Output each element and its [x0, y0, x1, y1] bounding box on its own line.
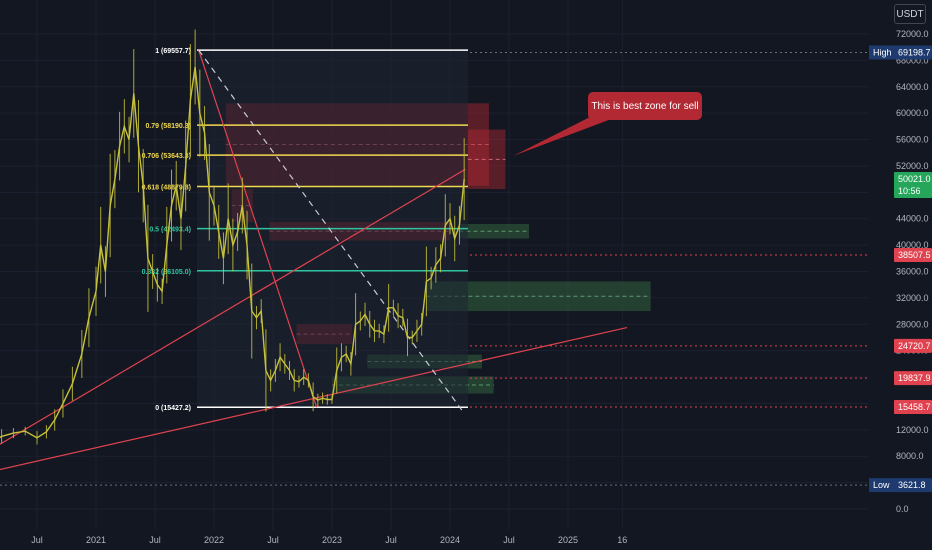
- y-tick-label: 72000.0: [896, 29, 929, 39]
- price-tag-label-box: [869, 45, 894, 60]
- annotation-callout[interactable]: This is best zone for sell: [588, 92, 702, 120]
- x-tick-label: Jul: [149, 535, 161, 545]
- fib-level-label: 0.79 (58190.3): [145, 123, 191, 130]
- x-tick-label: 2022: [204, 535, 224, 545]
- price-tag-box: [894, 400, 932, 415]
- projection-line[interactable]: [198, 49, 463, 411]
- price-tag-box: [894, 247, 932, 262]
- x-tick-label: Jul: [503, 535, 515, 545]
- price-tag-value: 24720.7: [898, 341, 931, 351]
- price-tag-label: High: [873, 47, 892, 57]
- price-tag-label: Low: [873, 480, 890, 490]
- price-tag-value: 69198.7: [898, 47, 931, 57]
- supply-zone: [467, 129, 506, 190]
- y-tick-label: 36000.0: [896, 267, 929, 277]
- fib-level-label: 0.618 (48879.8): [142, 185, 191, 192]
- y-tick-label: 40000.0: [896, 240, 929, 250]
- price-tag-box: [894, 338, 932, 353]
- y-tick-label: 12000.0: [896, 425, 929, 435]
- price-tag-box: [894, 371, 932, 386]
- price-tag-box: [894, 45, 932, 60]
- y-tick-label: 68000.0: [896, 55, 929, 65]
- price-tag-value: 15458.7: [898, 402, 931, 412]
- time-axis[interactable]: Jul 2021 Jul 2022 Jul 2023 Jul 2024 Jul 2025 16: [31, 535, 627, 545]
- y-tick-label: 64000.0: [896, 82, 929, 92]
- y-tick-label: 32000.0: [896, 293, 929, 303]
- price-tag-countdown: 10:56: [898, 186, 921, 196]
- x-tick-label: Jul: [267, 535, 279, 545]
- candles-layer: [0, 29, 465, 445]
- trendline[interactable]: [198, 49, 318, 408]
- x-tick-label: 2024: [440, 535, 460, 545]
- price-tags: 69198.7 High 50021.0 10:56 38507.5 24720.7 198…: [0, 45, 932, 493]
- fib-level-label: 0.706 (53643.3): [142, 153, 191, 160]
- y-tick-label: 56000.0: [896, 135, 929, 145]
- x-tick-label: 16: [617, 535, 627, 545]
- y-tick-label: 8000.0: [896, 451, 924, 461]
- fib-level-label: 0 (15427.2): [155, 405, 191, 412]
- x-tick-label: 2023: [322, 535, 342, 545]
- trendline[interactable]: [0, 326, 628, 486]
- price-tag-label-box: [869, 478, 894, 493]
- price-tag-box: [894, 172, 932, 199]
- y-tick-label: 28000.0: [896, 319, 929, 329]
- y-tick-label: 52000.0: [896, 161, 929, 171]
- price-tag-box: [894, 478, 932, 493]
- x-tick-label: Jul: [31, 535, 43, 545]
- y-tick-label: 0.0: [896, 504, 909, 514]
- y-tick-label: 60000.0: [896, 108, 929, 118]
- fib-level-label: 0.5 (42493.4): [149, 227, 191, 234]
- callout-pointer: [513, 118, 614, 156]
- x-tick-label: 2021: [86, 535, 106, 545]
- price-tag-value: 19837.9: [898, 373, 931, 383]
- price-tag-value: 38507.5: [898, 250, 931, 260]
- demand-zone: [459, 224, 530, 239]
- fib-level-label: 0.382 (36105.0): [142, 269, 191, 276]
- x-tick-label: 2025: [558, 535, 578, 545]
- x-tick-label: Jul: [385, 535, 397, 545]
- currency-button[interactable]: USDT: [894, 4, 926, 24]
- price-tag-value: 3621.8: [898, 480, 926, 490]
- y-tick-label: 44000.0: [896, 214, 929, 224]
- callout-text: This is best zone for sell: [591, 100, 699, 112]
- fib-level-label: 1 (69557.7): [155, 48, 191, 55]
- price-tag-value: 50021.0: [898, 174, 931, 184]
